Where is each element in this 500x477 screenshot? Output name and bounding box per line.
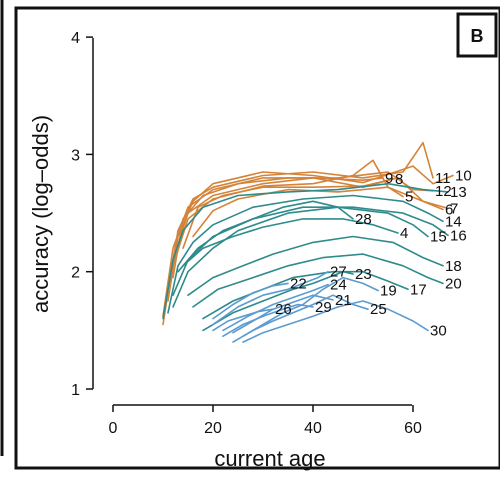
series-line-26 (212, 308, 274, 332)
x-axis-title: current age (214, 446, 325, 471)
y-tick-label: 1 (71, 382, 80, 399)
panel-label: B (471, 26, 484, 46)
axes (92, 38, 412, 406)
series-line-20 (192, 253, 444, 308)
y-tick-label: 3 (71, 147, 80, 164)
series-line-14 (167, 194, 444, 314)
series-line-25 (232, 294, 369, 343)
series-line-17 (202, 270, 409, 320)
series-line-28 (177, 200, 354, 273)
series-label-6: 6 (445, 202, 453, 219)
series-label-5: 5 (405, 189, 413, 206)
series-label-19: 19 (380, 282, 397, 299)
x-tick-label: 40 (304, 420, 322, 437)
series-line-24 (222, 283, 329, 332)
series-label-27: 27 (330, 264, 347, 281)
series-label-28: 28 (355, 211, 372, 228)
x-tick-label: 60 (404, 420, 422, 437)
panel-frame (14, 6, 500, 470)
series-label-11: 11 (435, 170, 451, 187)
series-line-29 (222, 303, 314, 338)
series-label-7: 7 (450, 200, 458, 217)
series-line-22 (212, 282, 289, 320)
series-label-22: 22 (290, 275, 307, 292)
series-label-12: 12 (435, 183, 452, 200)
series-line-4 (182, 218, 399, 267)
series-label-15: 15 (430, 229, 447, 246)
series-line-15 (172, 206, 429, 308)
panel-label-box: B (456, 12, 498, 58)
series-label-24: 24 (330, 277, 347, 294)
series-line-19 (242, 276, 379, 338)
series-label-30: 30 (430, 322, 447, 339)
series-label-21: 21 (335, 292, 352, 309)
y-ticks: 1 2 3 4 (71, 30, 93, 399)
series-label-4: 4 (400, 225, 408, 242)
series-line-27 (212, 270, 329, 326)
series-label-10: 10 (455, 168, 472, 185)
y-tick-label: 4 (71, 30, 80, 47)
series-label-20: 20 (445, 275, 462, 292)
x-tick-label: 20 (204, 420, 222, 437)
series-line-6 (182, 177, 444, 249)
series-label-14: 14 (445, 213, 462, 230)
series-line-23 (202, 270, 354, 332)
series-lines (162, 141, 454, 343)
series-label-18: 18 (445, 258, 462, 275)
series-line-30 (242, 300, 429, 343)
y-tick-label: 2 (71, 265, 80, 282)
y-axis-title: accuracy (log–odds) (28, 115, 53, 313)
series-label-8: 8 (395, 171, 403, 188)
series-line-16 (172, 206, 449, 297)
x-ticks: 0 20 40 60 (109, 405, 422, 437)
series-label-17: 17 (410, 281, 427, 298)
series-line-18 (187, 235, 444, 297)
series-label-16: 16 (450, 227, 467, 244)
series-label-29: 29 (315, 299, 332, 316)
x-tick-label: 0 (109, 420, 118, 437)
series-label-26: 26 (275, 301, 292, 318)
series-label-9: 9 (385, 170, 393, 187)
series-line-13 (162, 182, 449, 320)
series-line-21 (232, 294, 334, 334)
series-label-23: 23 (355, 266, 372, 283)
series-label-13: 13 (450, 184, 467, 201)
series-label-25: 25 (370, 301, 387, 318)
